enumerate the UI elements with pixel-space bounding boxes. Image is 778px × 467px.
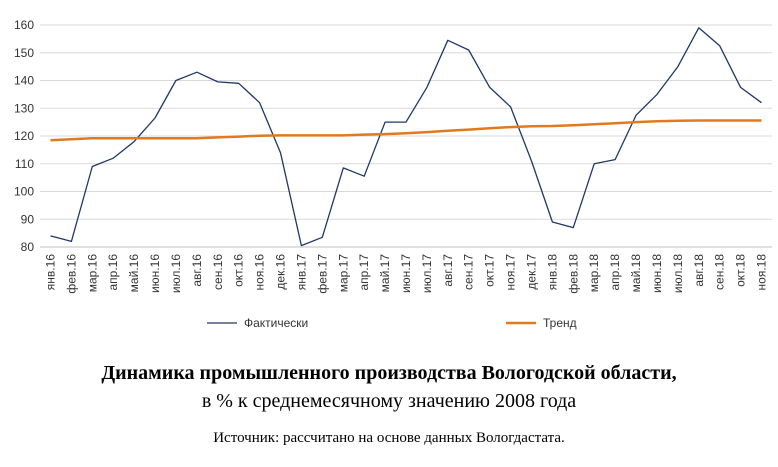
x-tick-label: мар.17 — [336, 254, 350, 293]
x-tick-label: мар.16 — [85, 254, 99, 293]
y-tick-label: 100 — [14, 185, 34, 199]
chart-source-note: Источник: рассчитано на основе данных Во… — [213, 430, 565, 446]
y-tick-label: 140 — [14, 74, 34, 88]
y-tick-label: 110 — [15, 157, 34, 171]
x-tick-label: июн.17 — [399, 254, 413, 293]
series-line-fact — [50, 27, 762, 247]
chart: 80 90 100 110 120 130 140 150 160 янв.16 фев.16 ма… — [14, 18, 772, 330]
x-tick-label: окт.18 — [734, 254, 748, 287]
x-tick-label: янв.18 — [545, 254, 559, 291]
x-tick-label: фев.17 — [315, 254, 329, 294]
x-tick-label: фев.16 — [64, 254, 78, 294]
x-tick-label: сен.16 — [211, 254, 225, 290]
x-tick-label: дек.16 — [274, 254, 288, 290]
chart-title: Динамика промышленного производства Воло… — [101, 362, 677, 384]
x-tick-label: апр.16 — [106, 254, 120, 291]
legend: Фактически Тренд — [207, 316, 577, 330]
series-lines — [50, 27, 762, 247]
legend-label-fact: Фактически — [244, 316, 308, 330]
x-tick-label: янв.16 — [43, 254, 57, 291]
x-tick-label: дек.17 — [524, 254, 538, 290]
y-tick-label: 150 — [14, 46, 34, 60]
x-tick-label: ноя.18 — [755, 254, 769, 291]
x-tick-label: июн.16 — [148, 254, 162, 293]
x-tick-label: сен.18 — [713, 254, 727, 290]
x-tick-label: сен.17 — [462, 254, 476, 290]
legend-label-trend: Тренд — [543, 316, 577, 330]
x-tick-label: июл.18 — [671, 254, 685, 293]
x-tick-label: май.17 — [378, 254, 392, 293]
x-tick-label: авг.16 — [190, 254, 204, 287]
x-tick-label: мар.18 — [587, 254, 601, 293]
y-tick-label: 130 — [14, 101, 34, 115]
y-axis-ticks: 80 90 100 110 120 130 140 150 160 — [14, 18, 34, 254]
x-tick-label: авг.17 — [441, 254, 455, 287]
x-tick-label: май.18 — [629, 254, 643, 293]
x-tick-label: апр.17 — [357, 254, 371, 291]
x-tick-label: фев.18 — [566, 254, 580, 294]
y-tick-label: 160 — [14, 18, 34, 32]
x-tick-label: июл.17 — [420, 254, 434, 293]
x-tick-label: ноя.17 — [504, 254, 518, 291]
y-tick-label: 90 — [21, 212, 35, 226]
chart-subtitle: в % к среднемесячному значению 2008 года — [201, 390, 577, 412]
x-tick-label: авг.18 — [692, 254, 706, 287]
x-tick-label: июн.18 — [650, 254, 664, 293]
x-tick-label: апр.18 — [608, 254, 622, 291]
x-tick-label: окт.17 — [483, 254, 497, 287]
y-tick-label: 120 — [14, 129, 34, 143]
y-tick-label: 80 — [21, 240, 35, 254]
x-tick-label: май.16 — [127, 254, 141, 293]
x-axis-ticks: янв.16 фев.16 мар.16 апр.16 май.16 июн.16 июл.… — [43, 254, 768, 294]
gridlines — [40, 24, 772, 248]
x-tick-label: ноя.16 — [253, 254, 267, 291]
series-line-trend — [50, 119, 762, 142]
x-tick-label: окт.16 — [232, 254, 246, 287]
x-tick-label: июл.16 — [169, 254, 183, 293]
x-tick-label: янв.17 — [294, 254, 308, 291]
